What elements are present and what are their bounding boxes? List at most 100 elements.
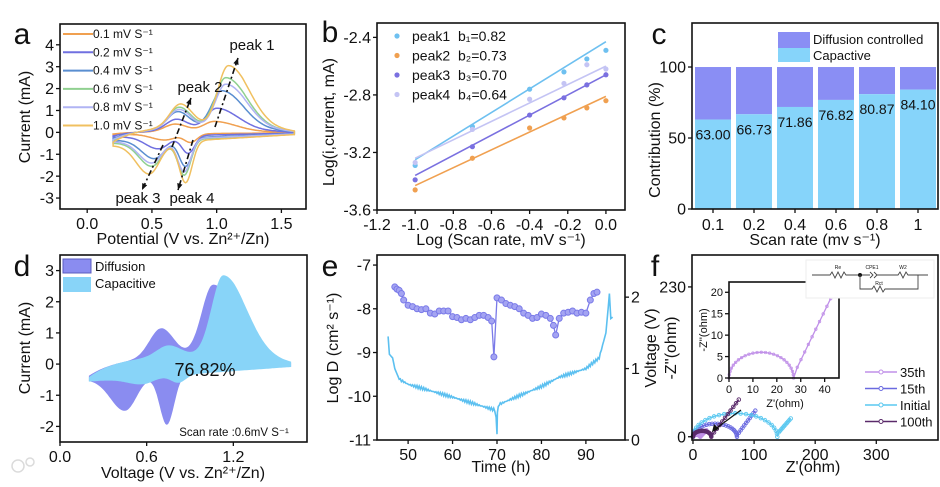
bar-capacitive: [695, 119, 731, 209]
panel-b-log-fit: peak1 b₁=0.82 peak2 b₂=0.73 peak3 b₃=0.70 peak…: [321, 22, 626, 249]
nyquist-point: [693, 425, 699, 431]
voltage-line: [387, 293, 614, 435]
nyquist-point: [728, 408, 733, 413]
warburg-icon: [877, 271, 928, 280]
circuit-label: CPE1: [865, 265, 878, 271]
nyquist-point: [699, 420, 704, 425]
legend-label: 100th: [900, 415, 933, 430]
bar-capacitive: [818, 99, 854, 209]
cv-series-group: [112, 64, 296, 184]
logD-point: [488, 317, 496, 325]
x-tick-label: -0.4: [516, 217, 544, 234]
inset-point: [821, 312, 825, 316]
x-tick-label: 1.0: [206, 216, 228, 233]
inset-point: [799, 358, 803, 362]
nyquist-point: [696, 422, 701, 428]
data-point-peak3: [561, 95, 567, 101]
data-point-peak4: [561, 80, 567, 87]
nyquist-point: [709, 421, 715, 427]
resistor-re-icon: [812, 270, 870, 280]
resistor-rct-icon: [859, 275, 919, 294]
inset-plot: 0 10 20 30 40 0 5 10 15 20 Z'(ohm) -Z''(ohm): [698, 281, 840, 410]
inset-point: [767, 351, 772, 355]
legend-marker: [878, 419, 884, 424]
bar-capacitive: [859, 94, 895, 209]
x-tick-label: 0.4: [784, 217, 806, 234]
x-axis-label: Voltage (V vs. Zn²⁺/Zn): [101, 465, 265, 482]
x-tick-label: 10: [747, 384, 759, 396]
inset-point: [771, 352, 776, 356]
x-tick-label: 0: [689, 447, 698, 464]
y-tick-label: -1: [40, 388, 54, 405]
y-tick-label: 230: [659, 280, 686, 297]
nyquist-point: [766, 420, 771, 425]
y-tick-label: -10: [348, 389, 371, 406]
inset-point: [806, 342, 811, 347]
nyquist-point: [722, 415, 728, 421]
nyquist-point: [707, 415, 712, 421]
data-point-peak2: [584, 105, 590, 111]
data-point-peak4: [412, 159, 418, 166]
nyquist-point: [733, 401, 739, 406]
inset-point: [814, 327, 818, 331]
logD-point: [582, 309, 590, 317]
plot-frame: [376, 22, 626, 211]
nyquist-point: [731, 404, 736, 410]
data-point-peak1: [527, 86, 533, 92]
y-tick-label: 4: [45, 37, 54, 54]
x-tick-label: 20: [771, 384, 783, 396]
y-tick-label: 0: [45, 357, 54, 374]
y-tick-label: 10: [711, 330, 723, 342]
panel-letter-d: d: [14, 250, 31, 283]
x-tick-label: -1.2: [363, 217, 391, 234]
bar-value-label: 80.87: [859, 101, 894, 117]
y-tick-label: -2.8: [343, 88, 371, 105]
y-tick-label: -8: [357, 301, 371, 318]
data-point-peak1: [561, 69, 567, 75]
x-tick-label: -1.0: [401, 217, 429, 234]
legend-label: peak2: [412, 48, 450, 64]
y-tick-label: 2: [45, 294, 54, 311]
y-axis-label: Log D (cm² s⁻¹): [325, 293, 342, 404]
x-tick-label: 0: [726, 384, 732, 396]
panel-c-bars: 63.00 0.1 66.73 0.2 71.86 0.4 76.82 0.6 80.87 0.8…: [647, 22, 939, 249]
x-tick-label: 200: [802, 447, 829, 464]
legend-label: 0.8 mV S⁻¹: [93, 100, 153, 114]
data-point-peak2: [527, 125, 533, 131]
bar-capacitive: [777, 106, 813, 209]
x-tick-label: 0.1: [702, 217, 724, 234]
legend-marker: [394, 91, 400, 98]
y-tick-label: -11: [349, 433, 371, 450]
nyquist-point: [716, 412, 722, 418]
bar-diffusion: [900, 67, 936, 90]
nyquist-point: [704, 422, 709, 427]
y-axis-label-right: Voltage (V): [643, 308, 660, 387]
legend-label: 1.0 mV S⁻¹: [93, 119, 153, 133]
legend-label: Capacitive: [95, 276, 156, 291]
nyquist-point: [738, 411, 743, 416]
legend-label: peak1: [412, 28, 450, 44]
logD-point: [593, 288, 601, 296]
nyquist-point: [711, 414, 717, 419]
legend-label: peak4: [412, 87, 450, 103]
y-tick-label: 100: [659, 60, 686, 77]
inset-point: [790, 369, 795, 373]
plot-frame: [728, 281, 840, 379]
bar-value-label: 66.73: [736, 121, 771, 137]
bar-value-label: 63.00: [695, 127, 730, 143]
legend-swatch-capacitive: [63, 277, 91, 292]
bar-diffusion: [736, 67, 772, 115]
x-tick-label: 50: [399, 447, 417, 464]
inset-x-label: Z'(ohm): [766, 398, 804, 410]
capacitive-percent-label: 76.82%: [174, 360, 235, 380]
plot-frame: [59, 23, 307, 210]
logD-point: [397, 289, 405, 297]
logD-point: [422, 305, 430, 313]
legend-marker: [878, 386, 884, 391]
logD-point: [497, 296, 505, 304]
legend-label: 0.6 mV S⁻¹: [93, 82, 153, 96]
y-axis-label: Log(i,current, mA): [321, 58, 338, 186]
y-axis-label: Current (mA): [17, 302, 34, 394]
bar-diffusion: [818, 67, 854, 100]
